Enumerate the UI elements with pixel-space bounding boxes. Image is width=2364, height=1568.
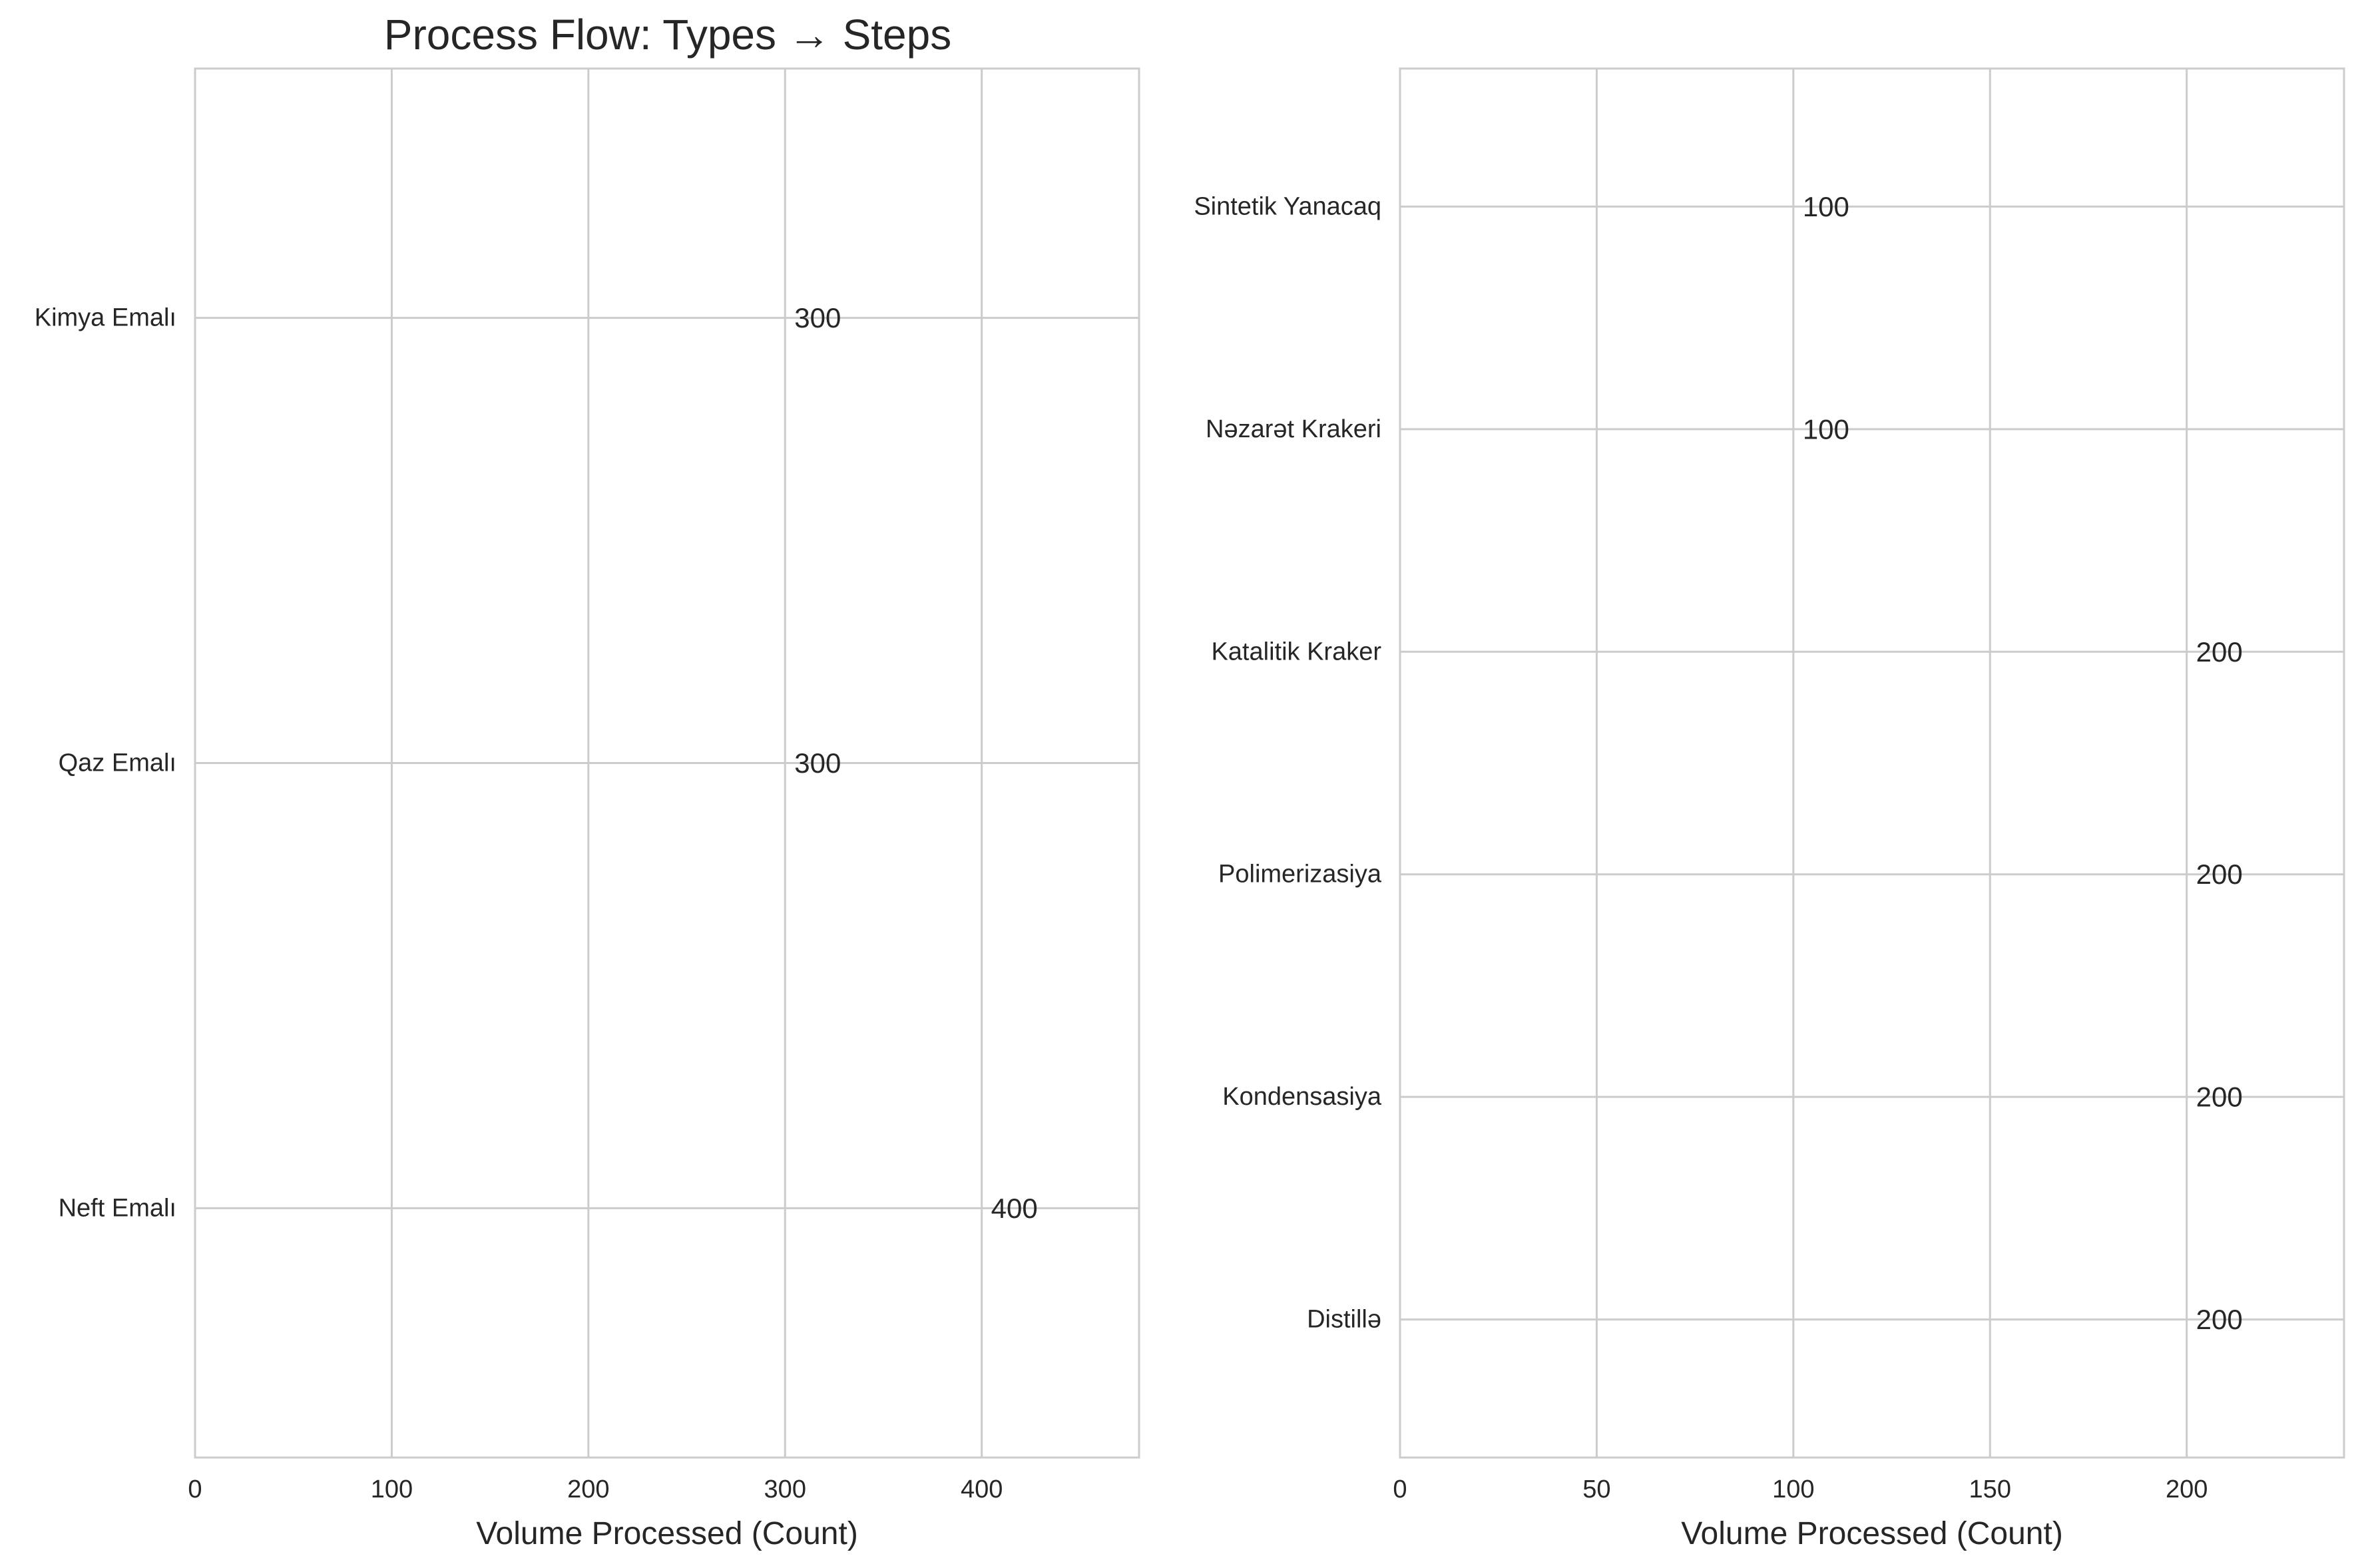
data-label: 300 (794, 747, 841, 779)
data-label: 200 (2196, 1081, 2243, 1113)
y-tick-label: Kimya Emalı (35, 304, 176, 332)
data-label: 100 (1803, 191, 1849, 222)
data-label: 200 (2196, 1304, 2243, 1335)
y-tick-label: Distillə (1307, 1306, 1381, 1334)
left-panel: 400 300 300 0 100 200 300 400 Neft Emalı Qaz Emal… (35, 67, 1140, 1551)
y-tick-label: Sintetik Yanacaq (1194, 192, 1381, 220)
x-tick-label: 0 (188, 1475, 202, 1503)
x-axis-title: Volume Processed (Count) (476, 1516, 858, 1551)
data-label: 300 (794, 302, 841, 333)
x-tick-label: 400 (961, 1475, 1003, 1503)
x-tick-label: 300 (764, 1475, 806, 1503)
x-tick-label: 50 (1582, 1475, 1610, 1503)
x-axis-title: Volume Processed (Count) (1681, 1516, 2063, 1551)
axes-frame (1399, 67, 2345, 1459)
chart-title: Process Flow: Types → Steps (384, 11, 951, 59)
data-label: 400 (991, 1193, 1038, 1224)
x-tick-label: 200 (2166, 1475, 2208, 1503)
x-tick-label: 200 (567, 1475, 609, 1503)
x-tick-label: 150 (1969, 1475, 2011, 1503)
data-label: 100 (1803, 413, 1849, 445)
data-label: 200 (2196, 859, 2243, 890)
y-tick-label: Nəzarət Krakeri (1206, 415, 1381, 443)
axes-frame (194, 67, 1140, 1459)
x-tick-label: 0 (1393, 1475, 1407, 1503)
data-label: 200 (2196, 636, 2243, 668)
y-tick-label: Kondensasiya (1222, 1083, 1382, 1111)
x-tick-label: 100 (1772, 1475, 1814, 1503)
x-tick-label: 100 (371, 1475, 413, 1503)
y-tick-label: Neft Emalı (59, 1194, 176, 1222)
y-tick-label: Katalitik Kraker (1211, 638, 1381, 666)
y-tick-label: Polimerizasiya (1218, 861, 1382, 888)
y-tick-label: Qaz Emalı (59, 749, 176, 777)
right-panel: 200 200 200 200 100 100 0 50 100 150 200 Distillə Ko… (1194, 67, 2345, 1551)
